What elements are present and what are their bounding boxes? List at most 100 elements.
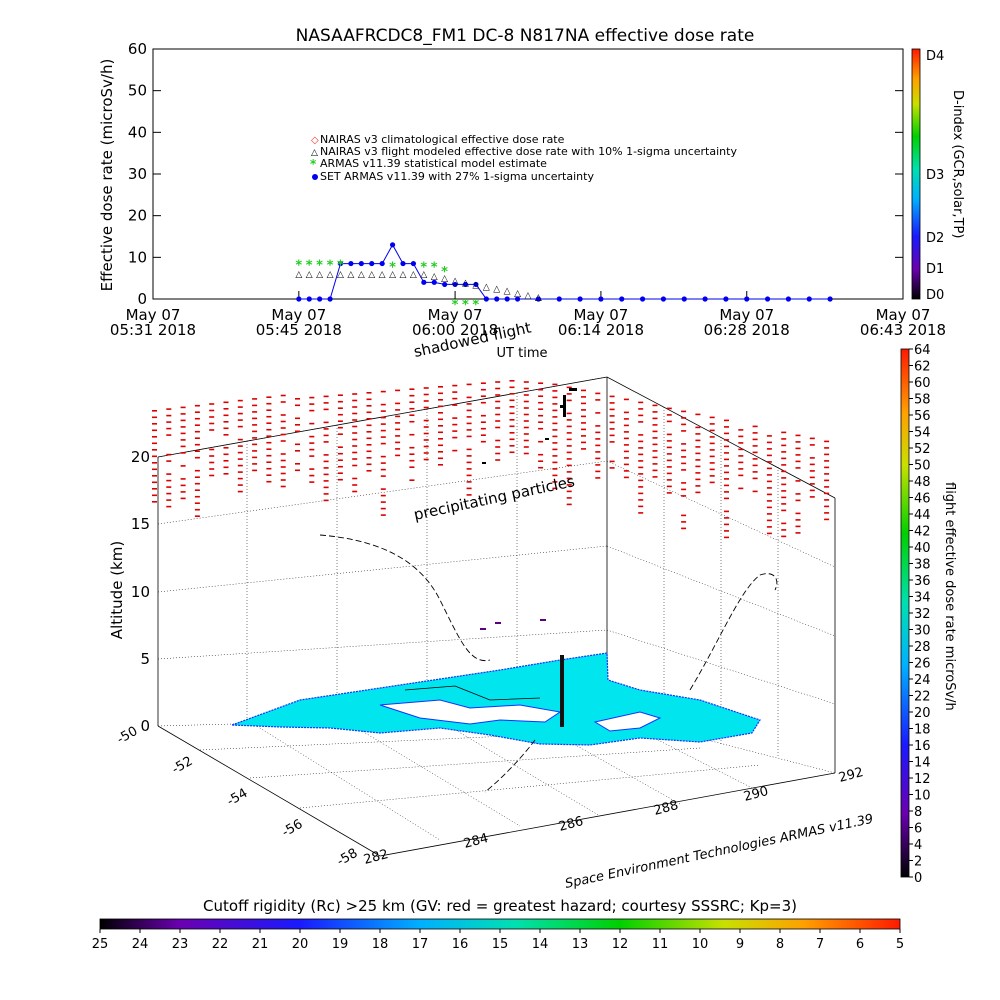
particle-mark: [280, 453, 286, 455]
y-tick-label: 60: [128, 40, 147, 58]
dose-tick-label: 46: [914, 492, 931, 507]
particle-mark: [237, 490, 243, 493]
particle-mark: [409, 459, 415, 462]
particle-mark: [194, 508, 200, 511]
particle-mark: [581, 448, 586, 450]
particle-mark: [538, 440, 544, 443]
particle-mark: [152, 501, 157, 503]
particle-mark: [638, 512, 644, 514]
particle-mark: [752, 445, 758, 447]
particle-mark: [509, 438, 515, 441]
data-point-set-armas: [514, 296, 521, 302]
particle-mark: [566, 458, 572, 460]
particle-mark: [681, 527, 687, 530]
particle-mark: [237, 438, 243, 441]
particle-mark: [781, 477, 787, 479]
particle-mark: [323, 395, 329, 398]
lon-tick: 290: [742, 784, 770, 805]
flight-track: [319, 534, 778, 793]
particle-mark: [452, 397, 458, 400]
particle-mark: [209, 448, 215, 451]
particle-mark: [523, 387, 529, 390]
particle-mark: [237, 406, 243, 408]
dose-tick-label: 60: [914, 376, 931, 391]
particle-mark: [566, 497, 572, 499]
particle-mark: [323, 421, 329, 424]
particle-mark: [752, 458, 758, 460]
particle-mark: [337, 478, 343, 481]
particle-mark: [552, 429, 558, 431]
particle-mark: [152, 416, 157, 419]
particle-mark: [280, 479, 286, 481]
particle-mark: [766, 532, 772, 535]
data-point-nairas-flight: △: [379, 270, 386, 280]
particle-mark: [824, 492, 830, 495]
data-point-nairas-flight: △: [514, 289, 521, 299]
particle-mark: [552, 435, 558, 438]
d-index-tick: D4: [926, 49, 944, 64]
d-index-gradient: [911, 48, 921, 300]
data-point-armas-stat: *: [452, 298, 459, 313]
data-point-set-armas: [462, 281, 469, 288]
particle-mark: [352, 464, 358, 467]
particle-mark: [423, 432, 429, 435]
particle-mark: [509, 425, 515, 428]
particle-mark: [266, 428, 272, 431]
data-point-set-armas: [296, 296, 302, 302]
particle-mark: [538, 453, 544, 456]
particle-mark: [395, 415, 401, 418]
particle-mark: [352, 412, 358, 415]
particle-mark: [337, 420, 343, 422]
data-point-set-armas: [431, 279, 437, 285]
particle-mark: [366, 418, 372, 420]
particle-mark: [695, 439, 701, 442]
particle-mark: [781, 438, 787, 440]
particle-mark: [766, 513, 772, 515]
particle-mark: [824, 505, 830, 508]
particle-mark: [295, 463, 300, 465]
particle-mark: [194, 476, 200, 478]
particle-mark: [623, 431, 629, 433]
particle-mark: [194, 430, 200, 433]
particle-mark: [623, 444, 629, 446]
particle-mark: [409, 420, 415, 423]
particle-mark: [681, 482, 687, 484]
particle-mark: [538, 382, 544, 384]
particle-mark: [395, 422, 401, 424]
particle-mark: [681, 410, 687, 413]
particle-mark: [352, 490, 358, 493]
particle-mark: [309, 442, 315, 444]
particle-mark: [209, 429, 215, 431]
particle-mark: [666, 420, 672, 423]
rigidity-label: Cutoff rigidity (Rc) >25 km (GV: red = g…: [203, 897, 797, 915]
diamond-marker-icon: ◇: [311, 135, 319, 146]
d-index-label: D-index (GCR,solar,TP): [950, 90, 965, 238]
data-point-armas-stat: *: [462, 298, 469, 313]
particle-mark: [595, 399, 601, 401]
particle-mark: [295, 398, 300, 400]
particle-mark: [638, 401, 644, 404]
flight-point: [480, 628, 486, 630]
particle-mark: [295, 450, 300, 452]
particle-mark: [666, 453, 672, 455]
top-series-group: △ △ △ △ △ △ △ △ △ △ △ △ △ △ △ △ △ △ △ △ △ △ △ △* * * * * * * * ** * *: [295, 242, 833, 313]
particle-mark: [638, 486, 644, 488]
particle-mark: [380, 494, 386, 497]
x-tick-date: May 07: [271, 306, 326, 324]
particle-mark: [609, 467, 615, 469]
particle-mark: [337, 459, 343, 461]
particle-mark: [180, 419, 186, 422]
particle-mark: [538, 401, 544, 404]
particle-mark: [194, 456, 200, 459]
x-tick-date: May 07: [428, 306, 483, 324]
particle-mark: [824, 486, 830, 488]
particle-mark: [766, 526, 772, 528]
particle-mark: [180, 452, 186, 454]
particle-mark: [638, 453, 644, 456]
particle-mark: [252, 424, 258, 426]
particle-mark: [623, 411, 629, 414]
particle-mark: [552, 416, 558, 418]
particle-mark: [724, 517, 729, 519]
particle-mark: [552, 403, 558, 405]
particle-mark: [623, 457, 629, 459]
